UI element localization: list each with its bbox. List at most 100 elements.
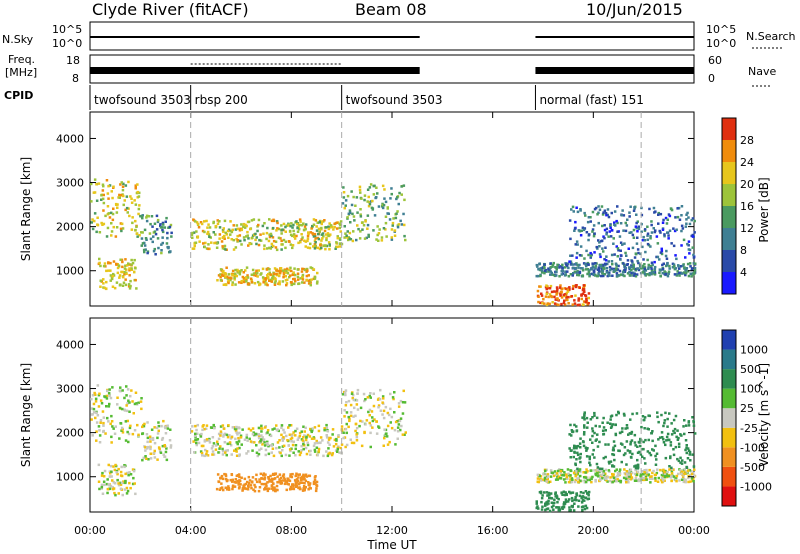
- heatmap-cell: [597, 475, 600, 478]
- cpid-label: twofsound 3503: [94, 93, 191, 107]
- heatmap-cell: [230, 479, 233, 482]
- heatmap-cell: [614, 423, 617, 427]
- heatmap-cell: [142, 456, 145, 460]
- heatmap-cell: [609, 268, 612, 272]
- heatmap-cell: [604, 477, 608, 480]
- heatmap-cell: [105, 482, 109, 486]
- heatmap-cell: [544, 469, 547, 473]
- heatmap-cell: [119, 258, 122, 261]
- colorbar-tick-label: 20: [740, 178, 754, 191]
- heatmap-cell: [612, 446, 615, 449]
- heatmap-cell: [624, 221, 627, 225]
- heatmap-cell: [643, 228, 647, 231]
- heatmap-cell: [219, 276, 222, 279]
- heatmap-cell: [377, 232, 381, 235]
- heatmap-cell: [200, 451, 204, 455]
- heatmap-cell: [643, 416, 647, 419]
- heatmap-cell: [265, 484, 268, 488]
- heatmap-cell: [559, 471, 562, 475]
- heatmap-cell: [213, 426, 216, 430]
- heatmap-cell: [212, 423, 215, 427]
- heatmap-cell: [381, 401, 384, 404]
- heatmap-cell: [156, 458, 159, 461]
- heatmap-cell: [596, 213, 599, 216]
- heatmap-cell: [373, 184, 376, 188]
- heatmap-cell: [349, 238, 353, 241]
- heatmap-cell: [168, 225, 172, 229]
- heatmap-cell: [664, 216, 668, 220]
- heatmap-cell: [213, 241, 216, 245]
- heatmap-cell: [300, 449, 303, 452]
- heatmap-cell: [352, 415, 355, 418]
- heatmap-cell: [270, 245, 274, 249]
- heatmap-cell: [612, 267, 616, 271]
- heatmap-cell: [291, 244, 295, 247]
- heatmap-cell: [91, 394, 95, 397]
- heatmap-cell: [299, 451, 303, 454]
- heatmap-cell: [259, 472, 263, 476]
- heatmap-cell: [678, 218, 682, 221]
- heatmap-cell: [145, 457, 148, 460]
- heatmap-cell: [162, 453, 165, 456]
- heatmap-cell: [235, 474, 239, 478]
- heatmap-cell: [105, 394, 109, 398]
- heatmap-cell: [680, 205, 684, 208]
- heatmap-cell: [249, 429, 253, 432]
- heatmap-cell: [113, 468, 117, 472]
- heatmap-cell: [651, 471, 654, 475]
- heatmap-cell: [273, 473, 276, 476]
- heatmap-cell: [581, 274, 584, 277]
- heatmap-cell: [237, 483, 240, 486]
- heatmap-cell: [326, 232, 330, 235]
- heatmap-cell: [576, 467, 579, 471]
- heatmap-cell: [393, 391, 396, 394]
- heatmap-cell: [688, 252, 691, 255]
- heatmap-cell: [110, 420, 114, 423]
- heatmap-cell: [337, 434, 340, 437]
- heatmap-cell: [635, 221, 638, 225]
- heatmap-cell: [674, 254, 677, 257]
- heatmap-cell: [650, 267, 653, 270]
- heatmap-cell: [692, 256, 696, 259]
- heatmap-cell: [217, 480, 220, 483]
- heatmap-cell: [683, 419, 686, 422]
- heatmap-cell: [680, 478, 684, 481]
- heatmap-cell: [107, 420, 110, 423]
- heatmap-cell: [126, 419, 129, 423]
- heatmap-cell: [109, 464, 113, 468]
- heatmap-cell: [590, 480, 593, 484]
- heatmap-cell: [546, 500, 549, 504]
- heatmap-cell: [114, 463, 117, 467]
- heatmap-cell: [603, 262, 607, 266]
- heatmap-cell: [98, 392, 101, 395]
- heatmap-cell: [298, 434, 302, 438]
- heatmap-cell: [635, 473, 639, 476]
- heatmap-cell: [628, 274, 632, 277]
- heatmap-cell: [583, 414, 586, 417]
- heatmap-cell: [642, 270, 646, 273]
- heatmap-cell: [662, 271, 666, 275]
- heatmap-cell: [567, 295, 570, 299]
- heatmap-cell: [301, 276, 304, 279]
- heatmap-cell: [636, 220, 639, 223]
- heatmap-cell: [107, 405, 111, 408]
- heatmap-cell: [377, 205, 381, 208]
- heatmap-cell: [156, 220, 160, 224]
- heatmap-cell: [623, 263, 626, 267]
- heatmap-cell: [561, 473, 564, 477]
- heatmap-cell: [568, 260, 571, 263]
- heatmap-cell: [273, 283, 277, 286]
- heatmap-cell: [399, 417, 403, 420]
- heatmap-cell: [282, 436, 285, 439]
- heatmap-cell: [546, 477, 549, 481]
- heatmap-cell: [115, 262, 118, 266]
- heatmap-cell: [149, 437, 152, 441]
- heatmap-cell: [127, 207, 130, 210]
- heatmap-cell: [574, 243, 577, 246]
- heatmap-cell: [301, 236, 304, 239]
- heatmap-cell: [303, 482, 306, 485]
- heatmap-cell: [273, 427, 276, 430]
- heatmap-cell: [97, 425, 101, 428]
- heatmap-cell: [343, 225, 346, 228]
- heatmap-cell: [141, 242, 145, 245]
